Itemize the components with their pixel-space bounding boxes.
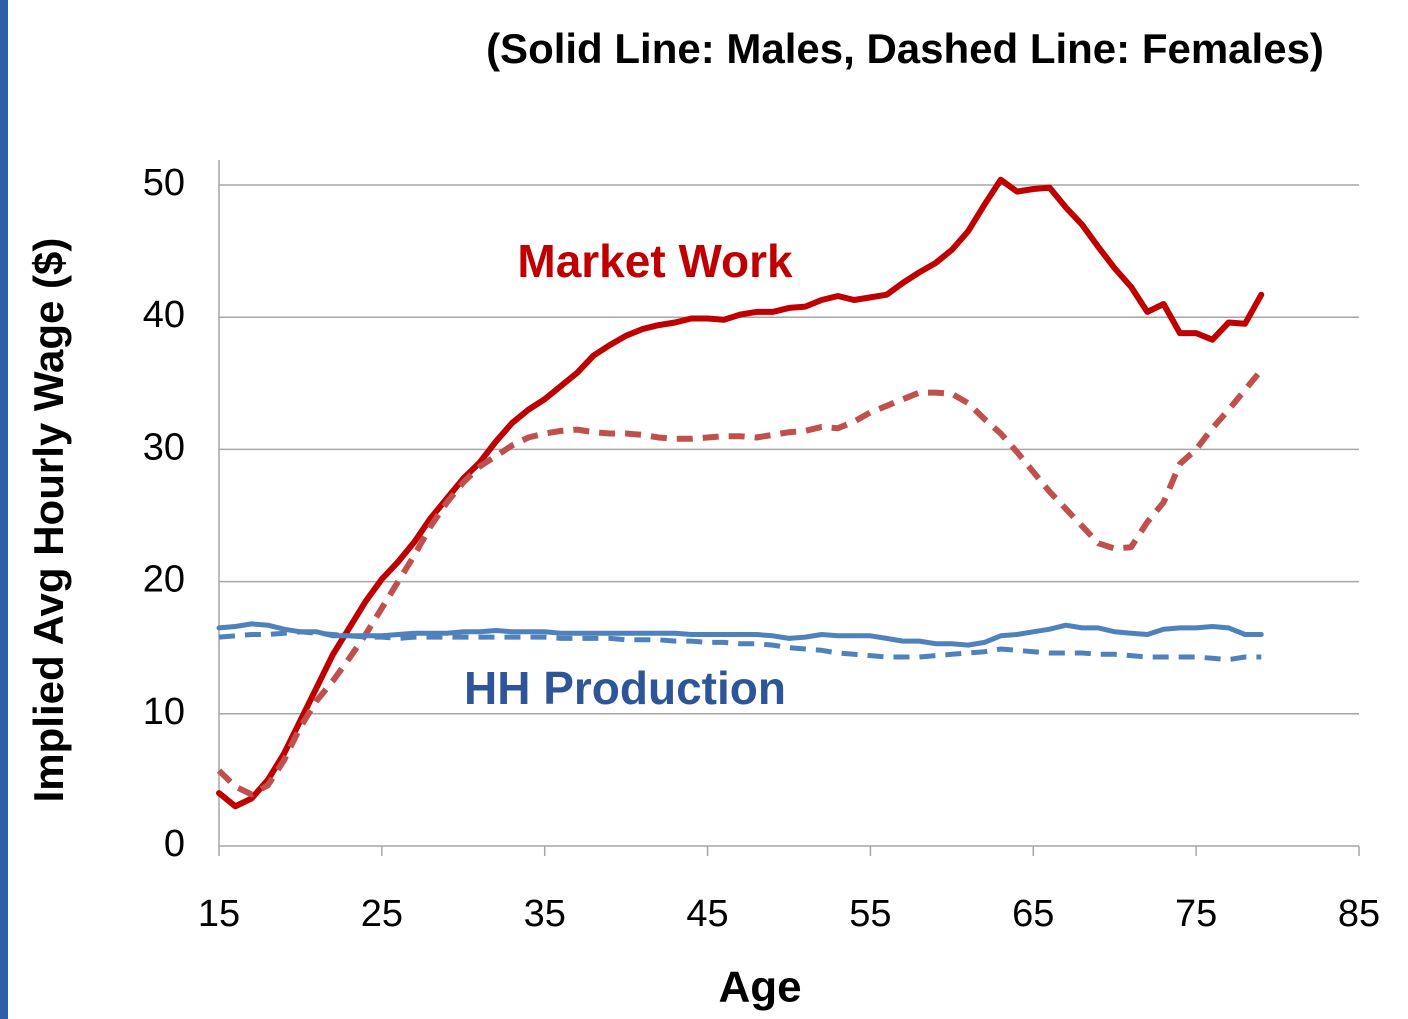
x-tick-label: 35 [524,893,566,935]
x-tick-label: 75 [1175,893,1217,935]
x-tick-label: 85 [1338,893,1380,935]
x-tick-label: 65 [1012,893,1054,935]
chart-title: (Solid Line: Males, Dashed Line: Females… [486,25,1324,72]
line-series [216,621,1264,648]
line-series [218,629,1262,663]
y-tick-label: 10 [143,691,185,733]
y-axis-label: Implied Avg Hourly Wage ($) [25,238,72,803]
edge-bar [0,0,8,1019]
y-tick-label: 40 [143,294,185,336]
x-tick-label: 45 [686,893,728,935]
x-axis-label: Age [718,963,801,1012]
annotation: Market Work [517,235,793,287]
annotation: HH Production [464,662,786,714]
line-series [216,368,1264,798]
y-tick-label: 0 [164,823,185,865]
x-tick-label: 25 [361,893,403,935]
y-tick-label: 20 [143,559,185,601]
line-series [216,176,1265,810]
y-tick-label: 50 [143,162,185,204]
y-tick-label: 30 [143,426,185,468]
x-tick-label: 55 [849,893,891,935]
x-tick-label: 15 [198,893,240,935]
